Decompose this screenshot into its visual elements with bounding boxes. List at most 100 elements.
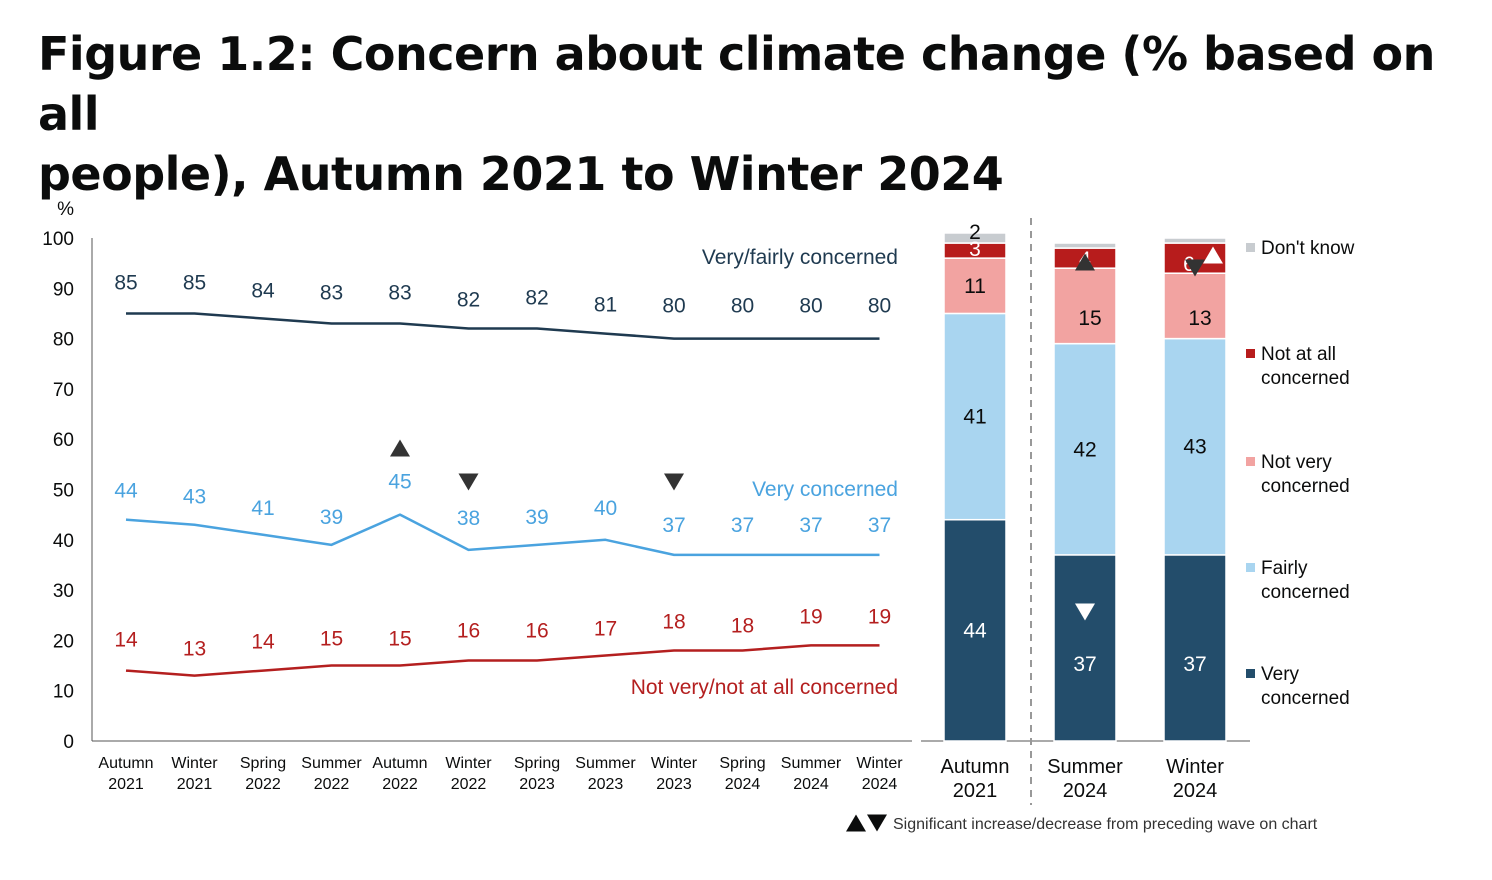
line-data-label: 37 [799, 514, 822, 537]
line-series-very-fairly-concerned [126, 312, 880, 340]
bar-data-label: 42 [1073, 438, 1096, 461]
x-tick-label-season: Spring [514, 755, 560, 772]
significant-decrease-marker [458, 473, 479, 491]
line-data-label: 85 [183, 271, 206, 294]
line-data-label: 83 [388, 282, 411, 305]
line-data-label: 80 [662, 295, 685, 318]
significant-decrease-marker [1075, 603, 1095, 621]
bar-data-label: 37 [1073, 653, 1096, 676]
legend-label: Fairly [1261, 558, 1308, 579]
line-data-label: 14 [114, 629, 138, 652]
x-tick-label-season: Winter [171, 755, 218, 772]
legend-label: concerned [1261, 582, 1350, 603]
bar-category-label-season: Summer [1047, 756, 1123, 778]
legend-label: concerned [1261, 688, 1350, 709]
bar-segment [1163, 237, 1227, 244]
line-data-label: 83 [320, 282, 343, 305]
line-data-label: 84 [251, 279, 275, 302]
line-data-label: 15 [320, 628, 343, 651]
bar-segment [1053, 267, 1117, 345]
x-tick-label-season: Spring [240, 755, 286, 772]
y-axis-unit-label: % [57, 199, 74, 220]
x-tick-label-year: 2023 [519, 776, 555, 793]
series-label-not-very-not-at-all-concerned: Not very/not at all concerned [631, 676, 898, 699]
x-tick-label-season: Spring [719, 755, 765, 772]
x-tick-label-year: 2021 [177, 776, 213, 793]
line-data-label: 80 [868, 295, 891, 318]
footnote-decrease-icon [867, 814, 887, 832]
chart-title-line-2: people), Autumn 2021 to Winter 2024 [38, 147, 1004, 201]
bar-data-label: 44 [963, 619, 987, 642]
bar-segment [943, 232, 1007, 244]
bar-segment [943, 518, 1007, 742]
y-tick-label: 80 [53, 330, 74, 351]
y-tick-label: 30 [53, 581, 74, 602]
x-tick-label-season: Autumn [98, 755, 153, 772]
line-data-label: 43 [183, 486, 206, 509]
footnote-increase-icon [846, 814, 866, 832]
bar-category-label-year: 2021 [953, 780, 998, 802]
legend-label: Not very [1261, 452, 1332, 473]
x-tick-label-year: 2022 [314, 776, 350, 793]
bar-segment [1053, 554, 1117, 742]
y-tick-label: 70 [53, 380, 74, 401]
bar-data-label: 15 [1078, 307, 1101, 330]
line-data-label: 39 [525, 506, 548, 529]
line-data-label: 17 [594, 617, 617, 640]
bar-segment [1053, 342, 1117, 556]
legend-label: Not at all [1261, 344, 1336, 365]
significant-increase-marker [1203, 246, 1223, 264]
y-tick-label: 100 [42, 229, 74, 250]
y-tick-label: 60 [53, 430, 74, 451]
y-tick-label: 0 [63, 732, 74, 753]
y-tick-label: 20 [53, 631, 74, 652]
series-label-very-concerned: Very concerned [752, 478, 898, 501]
significant-increase-marker [1075, 253, 1095, 271]
line-data-label: 40 [594, 497, 617, 520]
bar-category-label-season: Winter [1166, 756, 1224, 778]
x-tick-label-year: 2023 [588, 776, 624, 793]
legend-swatch [1246, 457, 1255, 466]
line-data-label: 14 [251, 631, 275, 654]
line-data-label: 37 [731, 514, 754, 537]
bar-data-label: 13 [1188, 307, 1211, 330]
legend-label: Very [1261, 664, 1300, 685]
significant-decrease-marker [664, 473, 684, 491]
line-data-label: 81 [594, 294, 617, 317]
line-data-label: 18 [731, 614, 754, 637]
x-tick-label-year: 2024 [793, 776, 829, 793]
x-tick-label-year: 2024 [862, 776, 898, 793]
bar-data-label: 37 [1183, 653, 1206, 676]
x-tick-label-season: Winter [856, 755, 903, 772]
bar-segment [1163, 272, 1227, 340]
legend-label: concerned [1261, 476, 1350, 497]
line-data-label: 16 [525, 620, 548, 643]
line-data-label: 80 [799, 295, 822, 318]
y-tick-label: 90 [53, 279, 74, 300]
bar-segment [1163, 554, 1227, 742]
y-tick-label: 40 [53, 531, 74, 552]
x-tick-label-season: Winter [445, 755, 492, 772]
line-data-label: 19 [868, 605, 891, 628]
chart-title: Figure 1.2: Concern about climate change… [38, 24, 1458, 204]
line-data-label: 38 [457, 507, 480, 530]
x-tick-label-year: 2023 [656, 776, 692, 793]
x-tick-label-season: Winter [651, 755, 698, 772]
x-tick-label-year: 2024 [725, 776, 761, 793]
chart-title-line-1: Figure 1.2: Concern about climate change… [38, 27, 1435, 141]
line-data-label: 45 [388, 471, 411, 494]
line-data-label: 44 [114, 480, 138, 503]
bar-category-label-season: Autumn [941, 756, 1010, 778]
bar-segment [1053, 242, 1117, 249]
series-label-very-fairly-concerned: Very/fairly concerned [702, 246, 898, 269]
line-data-label: 13 [183, 638, 206, 661]
x-tick-label-year: 2022 [382, 776, 418, 793]
legend-label: concerned [1261, 368, 1350, 389]
line-data-label: 80 [731, 295, 754, 318]
bar-data-label: 11 [964, 275, 986, 298]
line-data-label: 19 [799, 605, 822, 628]
legend-swatch [1246, 563, 1255, 572]
line-data-label: 39 [320, 506, 343, 529]
line-data-label: 82 [525, 287, 548, 310]
